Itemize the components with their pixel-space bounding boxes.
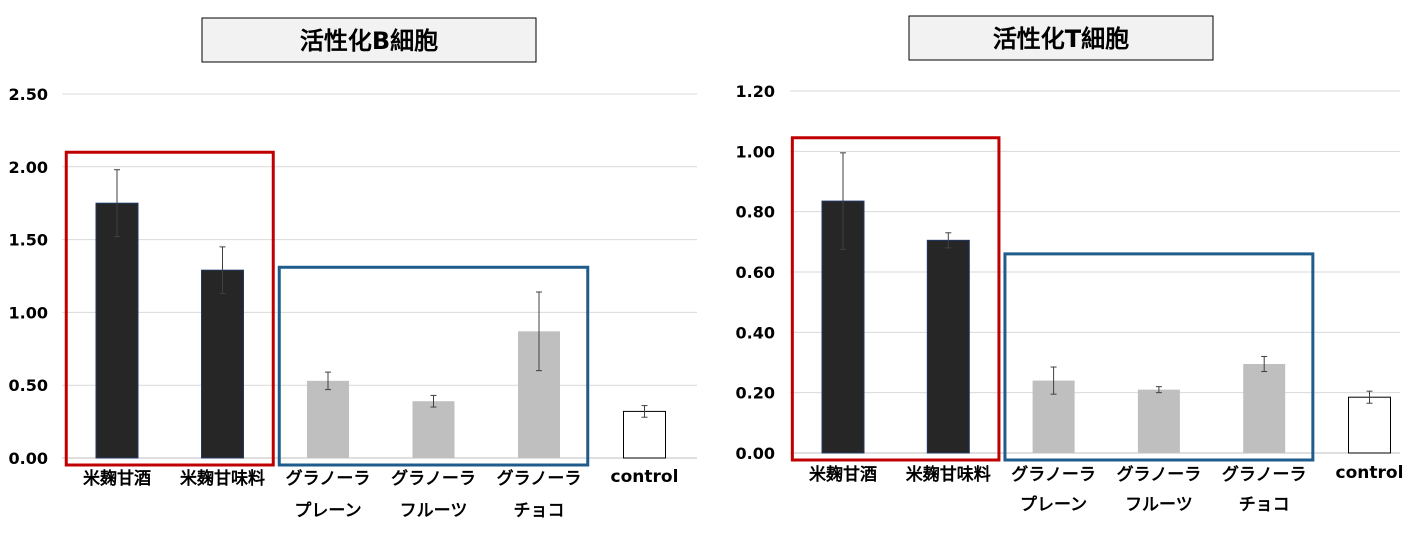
chart2-title-box [908,15,1214,61]
chart2-y-tick-label: 1.00 [736,142,775,161]
chart1-x-tick-label: 米麹甘酒 [83,468,151,489]
chart1-y-tick-label: 0.00 [9,449,48,468]
chart2-x-tick-label: プレーン [1020,494,1087,515]
chart2-y-tick-label: 0.60 [736,263,775,282]
chart1-red-group-box [64,150,275,467]
chart1-y-tick-label: 2.00 [9,158,48,177]
chart1-x-tick-label: グラノーラ [391,468,476,489]
chart1-x-tick-label: プレーン [294,500,361,521]
chart2-x-tick-label: フルーツ [1125,495,1193,515]
chart2-x-tick-label: チョコ [1239,495,1290,515]
chart1-y-tick-label: 0.50 [9,376,48,395]
chart2-bar [926,239,970,454]
chart1-bar [95,202,139,459]
chart1-bar [412,401,455,458]
chart2-y-tick-label: 1.20 [736,82,775,101]
chart1-x-tick-label: グラノーラ [497,468,582,489]
chart2-x-tick-label: 米麹甘味料 [906,464,991,485]
chart2-red-group-box [790,136,1001,462]
chart1-x-tick-label: フルーツ [400,501,468,521]
chart1-x-tick-label: control [611,467,679,487]
chart2-y-tick-label: 0.00 [736,444,775,463]
chart2-blue-group-box [1003,252,1315,462]
chart2-y-tick-label: 0.20 [736,384,775,403]
chart1-y-tick-label: 2.50 [9,85,48,104]
chart1-x-tick-label: 米麹甘味料 [180,468,265,489]
chart2-title: 活性化T細胞 [993,25,1129,53]
chart2-bar [1243,364,1286,453]
chart1-bar [201,269,244,459]
chart1-x-tick-label: グラノーラ [286,468,371,489]
chart1-title: 活性化B細胞 [300,27,438,55]
chart2-bar [1137,389,1180,453]
chart1-y-tick-label: 1.00 [9,303,48,322]
chart2-x-tick-label: control [1336,463,1404,483]
chart1-blue-group-box [277,265,590,467]
chart2-x-tick-label: グラノーラ [1222,464,1307,485]
chart2-y-tick-label: 0.40 [736,323,775,342]
chart1-x-tick-label: チョコ [514,501,565,521]
chart1-y-tick-label: 1.50 [9,231,48,250]
chart2-x-tick-label: グラノーラ [1011,464,1096,485]
chart1-bar [307,380,349,458]
chart2-y-tick-label: 0.80 [736,203,775,222]
chart1-bar [623,410,666,459]
chart2-x-tick-label: 米麹甘酒 [809,464,877,485]
chart2-bar [1348,396,1391,454]
chart2-x-tick-label: グラノーラ [1117,464,1202,485]
chart1-title-box [201,17,537,63]
